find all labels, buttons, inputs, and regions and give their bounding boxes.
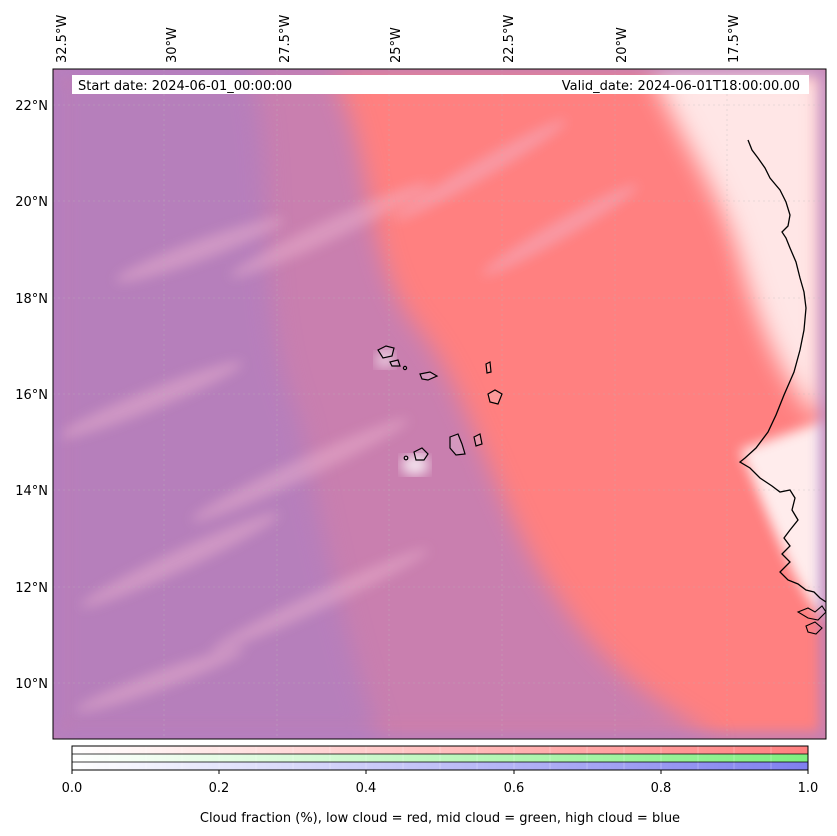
clear-sky-coast (740, 420, 826, 620)
clear-sky-northeast (650, 69, 826, 420)
latitude-labels: 22°N 20°N 18°N 16°N 14°N 12°N 10°N (15, 99, 48, 692)
lon-label: 17.5°W (727, 15, 742, 63)
island-santiago (449, 433, 466, 456)
island-fogo (413, 447, 429, 461)
lon-label: 25°W (389, 27, 404, 63)
lon-label: 32.5°W (55, 15, 70, 63)
colorbar-tick: 0.6 (504, 781, 525, 796)
lat-label: 12°N (15, 581, 48, 596)
lat-label: 10°N (15, 677, 48, 692)
colorbar: 0.0 0.2 0.4 0.6 0.8 1.0 Cloud fraction (… (62, 745, 819, 826)
lon-label: 20°W (615, 27, 630, 63)
longitude-labels: 32.5°W 30°W 27.5°W 25°W 22.5°W 20°W 17.5… (55, 15, 742, 63)
lat-label: 16°N (15, 388, 48, 403)
header-strip (72, 75, 809, 94)
island-sao-nicolau (419, 371, 439, 381)
island-sao-vicente (389, 359, 401, 367)
island-brava (403, 455, 409, 461)
valid-date-label: Valid_date: 2024-06-01T18:00:00.00 (562, 79, 800, 94)
lon-label: 27.5°W (278, 15, 293, 63)
colorbar-label: Cloud fraction (%), low cloud = red, mid… (200, 811, 680, 826)
lat-label: 18°N (15, 292, 48, 307)
island-maio (473, 433, 483, 447)
start-date-label: Start date: 2024-06-01_00:00:00 (78, 79, 292, 94)
lat-label: 20°N (15, 195, 48, 210)
island-boa-vista (487, 389, 503, 405)
cloud-fraction-field: Start date: 2024-06-01_00:00:00 Valid_da… (53, 69, 826, 739)
colorbar-tick: 0.8 (651, 781, 672, 796)
west-africa-coastline (738, 139, 826, 603)
bijagos-islands (796, 605, 826, 621)
lon-label: 22.5°W (502, 15, 517, 63)
lon-label: 30°W (165, 27, 180, 63)
lat-label: 22°N (15, 99, 48, 114)
island-santa-luzia (402, 365, 408, 371)
island-santo-antao (377, 345, 395, 359)
map-frame (52, 68, 827, 740)
cloud-streaks (57, 119, 639, 712)
colorbar-tick: 1.0 (798, 781, 819, 796)
island-sal (485, 361, 492, 374)
cape-verde-islands (377, 345, 503, 461)
colorbar-tick: 0.0 (62, 781, 83, 796)
colorbar-tick: 0.2 (209, 781, 230, 796)
gridlines (53, 69, 826, 739)
lat-label: 14°N (15, 484, 48, 499)
colorbar-tick: 0.4 (356, 781, 377, 796)
